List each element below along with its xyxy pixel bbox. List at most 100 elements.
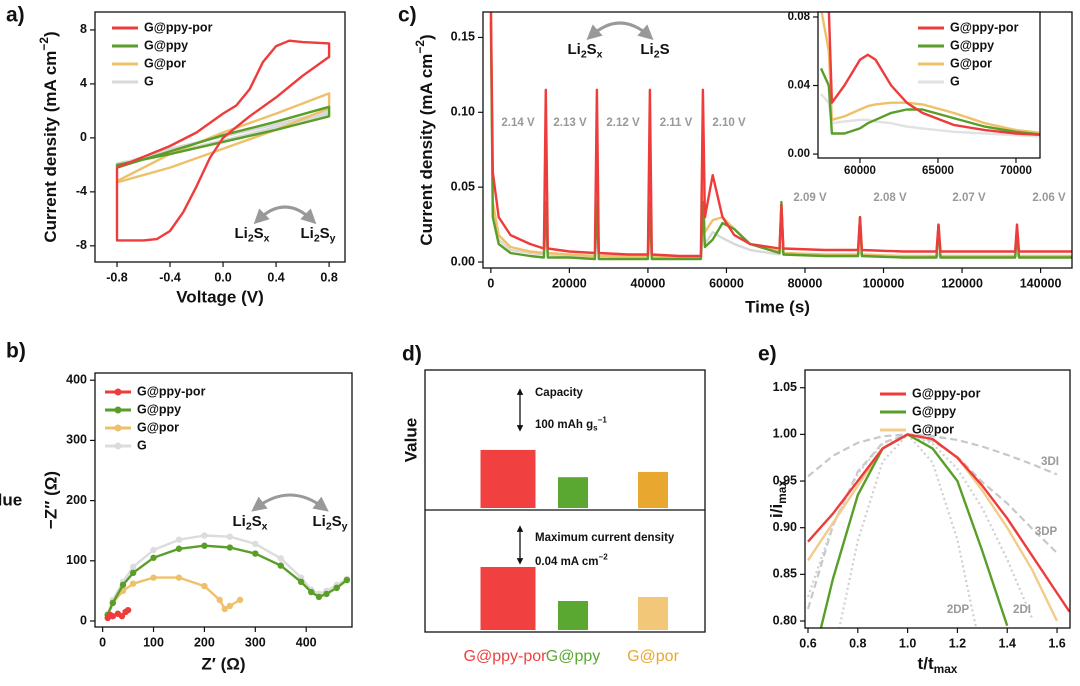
reaction-label: Li2Sy [300,225,335,244]
y-tick-label: 0.15 [451,30,475,44]
legend-marker [114,406,122,414]
x-tick-label: 0.0 [214,270,231,284]
data-point [201,542,208,549]
text-part: max [775,480,789,504]
data-point [119,581,127,589]
data-point [129,569,137,577]
voltage-label: 2.12 V [606,117,640,129]
legend-label: G@por [912,422,954,436]
series-line [819,433,1009,628]
data-point [175,536,183,543]
legend-marker [114,442,122,450]
theory-label: 2DI [1013,604,1031,616]
text-part: t [918,654,924,673]
y-tick-label: 0 [80,130,87,144]
text-part: Li [640,41,653,58]
y-tick-label: -8 [76,238,87,252]
text-part: / [767,508,786,513]
y-axis-title: Current density (mA cm−2) [413,34,436,245]
data-point [129,580,137,587]
text-part: x [262,520,268,532]
x-tick-label: 65000 [922,165,954,177]
x-axis-title: t/tmax [918,654,958,676]
text-part: −2 [413,40,427,54]
series-line [106,544,348,616]
scale-label: 100 mAh gs−1 [535,416,607,433]
y-axis-title: Value [0,490,22,509]
x-tick-label: -0.8 [106,270,128,284]
series-line [115,105,331,169]
y-axis-title: i/imax [767,480,789,518]
panel-label: c) [398,4,417,27]
theory-label: 3DI [1041,456,1059,468]
bar [480,449,536,508]
x-tick-label: 1.4 [999,636,1016,650]
text-part: −2 [599,553,609,562]
series-line [807,433,1070,613]
y-tick-label: 0 [80,613,87,627]
x-tick-label: 120000 [941,276,983,290]
data-point [323,590,330,598]
theory-line [806,433,1034,619]
x-tick-label: G@por [627,648,679,665]
text-part: 2 [326,520,332,532]
legend-label: G@ppy-por [137,384,206,398]
text-part: Li [300,225,313,242]
text-part: S [254,225,264,242]
panel-label: b) [6,340,26,363]
legend-label: G@por [144,56,186,70]
text-part: / [923,654,928,673]
panel-label: a) [6,4,25,27]
bar [638,597,668,630]
x-tick-label: 40000 [631,276,666,290]
data-point [252,540,259,548]
text-part: 2 [248,232,254,244]
x-tick-label: 140000 [1020,276,1062,290]
y-tick-label: 0.95 [773,473,797,487]
panel-label: d) [402,343,422,366]
x-tick-label: G@ppy [546,648,600,665]
legend-label: G@ppy-por [144,20,213,34]
y-axis-title: −Z″ (Ω) [41,471,60,529]
data-point [277,562,284,569]
x-tick-label: 1.0 [899,636,916,650]
legend-label: G@ppy [950,38,994,52]
x-tick-label: 60000 [709,276,744,290]
legend-label: G@ppy [137,402,181,416]
voltage-label: 2.14 V [501,117,535,129]
data-point [277,555,284,562]
panel-label: e) [758,343,777,366]
y-axis-title: Value [401,418,420,462]
x-tick-label: 100 [143,635,164,649]
voltage-label: 2.13 V [553,117,587,129]
data-point [150,554,157,561]
reaction-label: Li2Sx [567,41,602,60]
data-point [109,612,117,620]
text-part: y [330,232,336,244]
x-tick-label: 0.8 [849,636,866,650]
text-part: S [660,41,670,58]
text-part: S [332,513,342,530]
text-part: 0.04 mA cm [535,556,599,568]
reaction-label: Li2S [640,41,669,60]
plot-frame [424,369,706,633]
x-tick-label: 70000 [1000,165,1032,177]
x-tick-label: 100000 [863,276,905,290]
plot-area [115,39,331,242]
data-point [124,606,132,614]
text-part: 2 [581,48,587,60]
text-part: max [934,662,958,676]
plot-frame [94,11,346,263]
theory-label: 3DP [1035,526,1058,538]
text-part: Current density (mA cm [41,51,60,243]
theory-line [838,432,978,628]
y-tick-label: 200 [66,493,87,507]
voltage-label: 2.09 V [793,192,827,204]
text-part: x [597,48,603,60]
data-point [201,532,208,539]
data-point [343,576,351,584]
plot-frame [804,369,1071,629]
data-point [175,574,183,581]
y-tick-label: 0.04 [788,80,811,92]
